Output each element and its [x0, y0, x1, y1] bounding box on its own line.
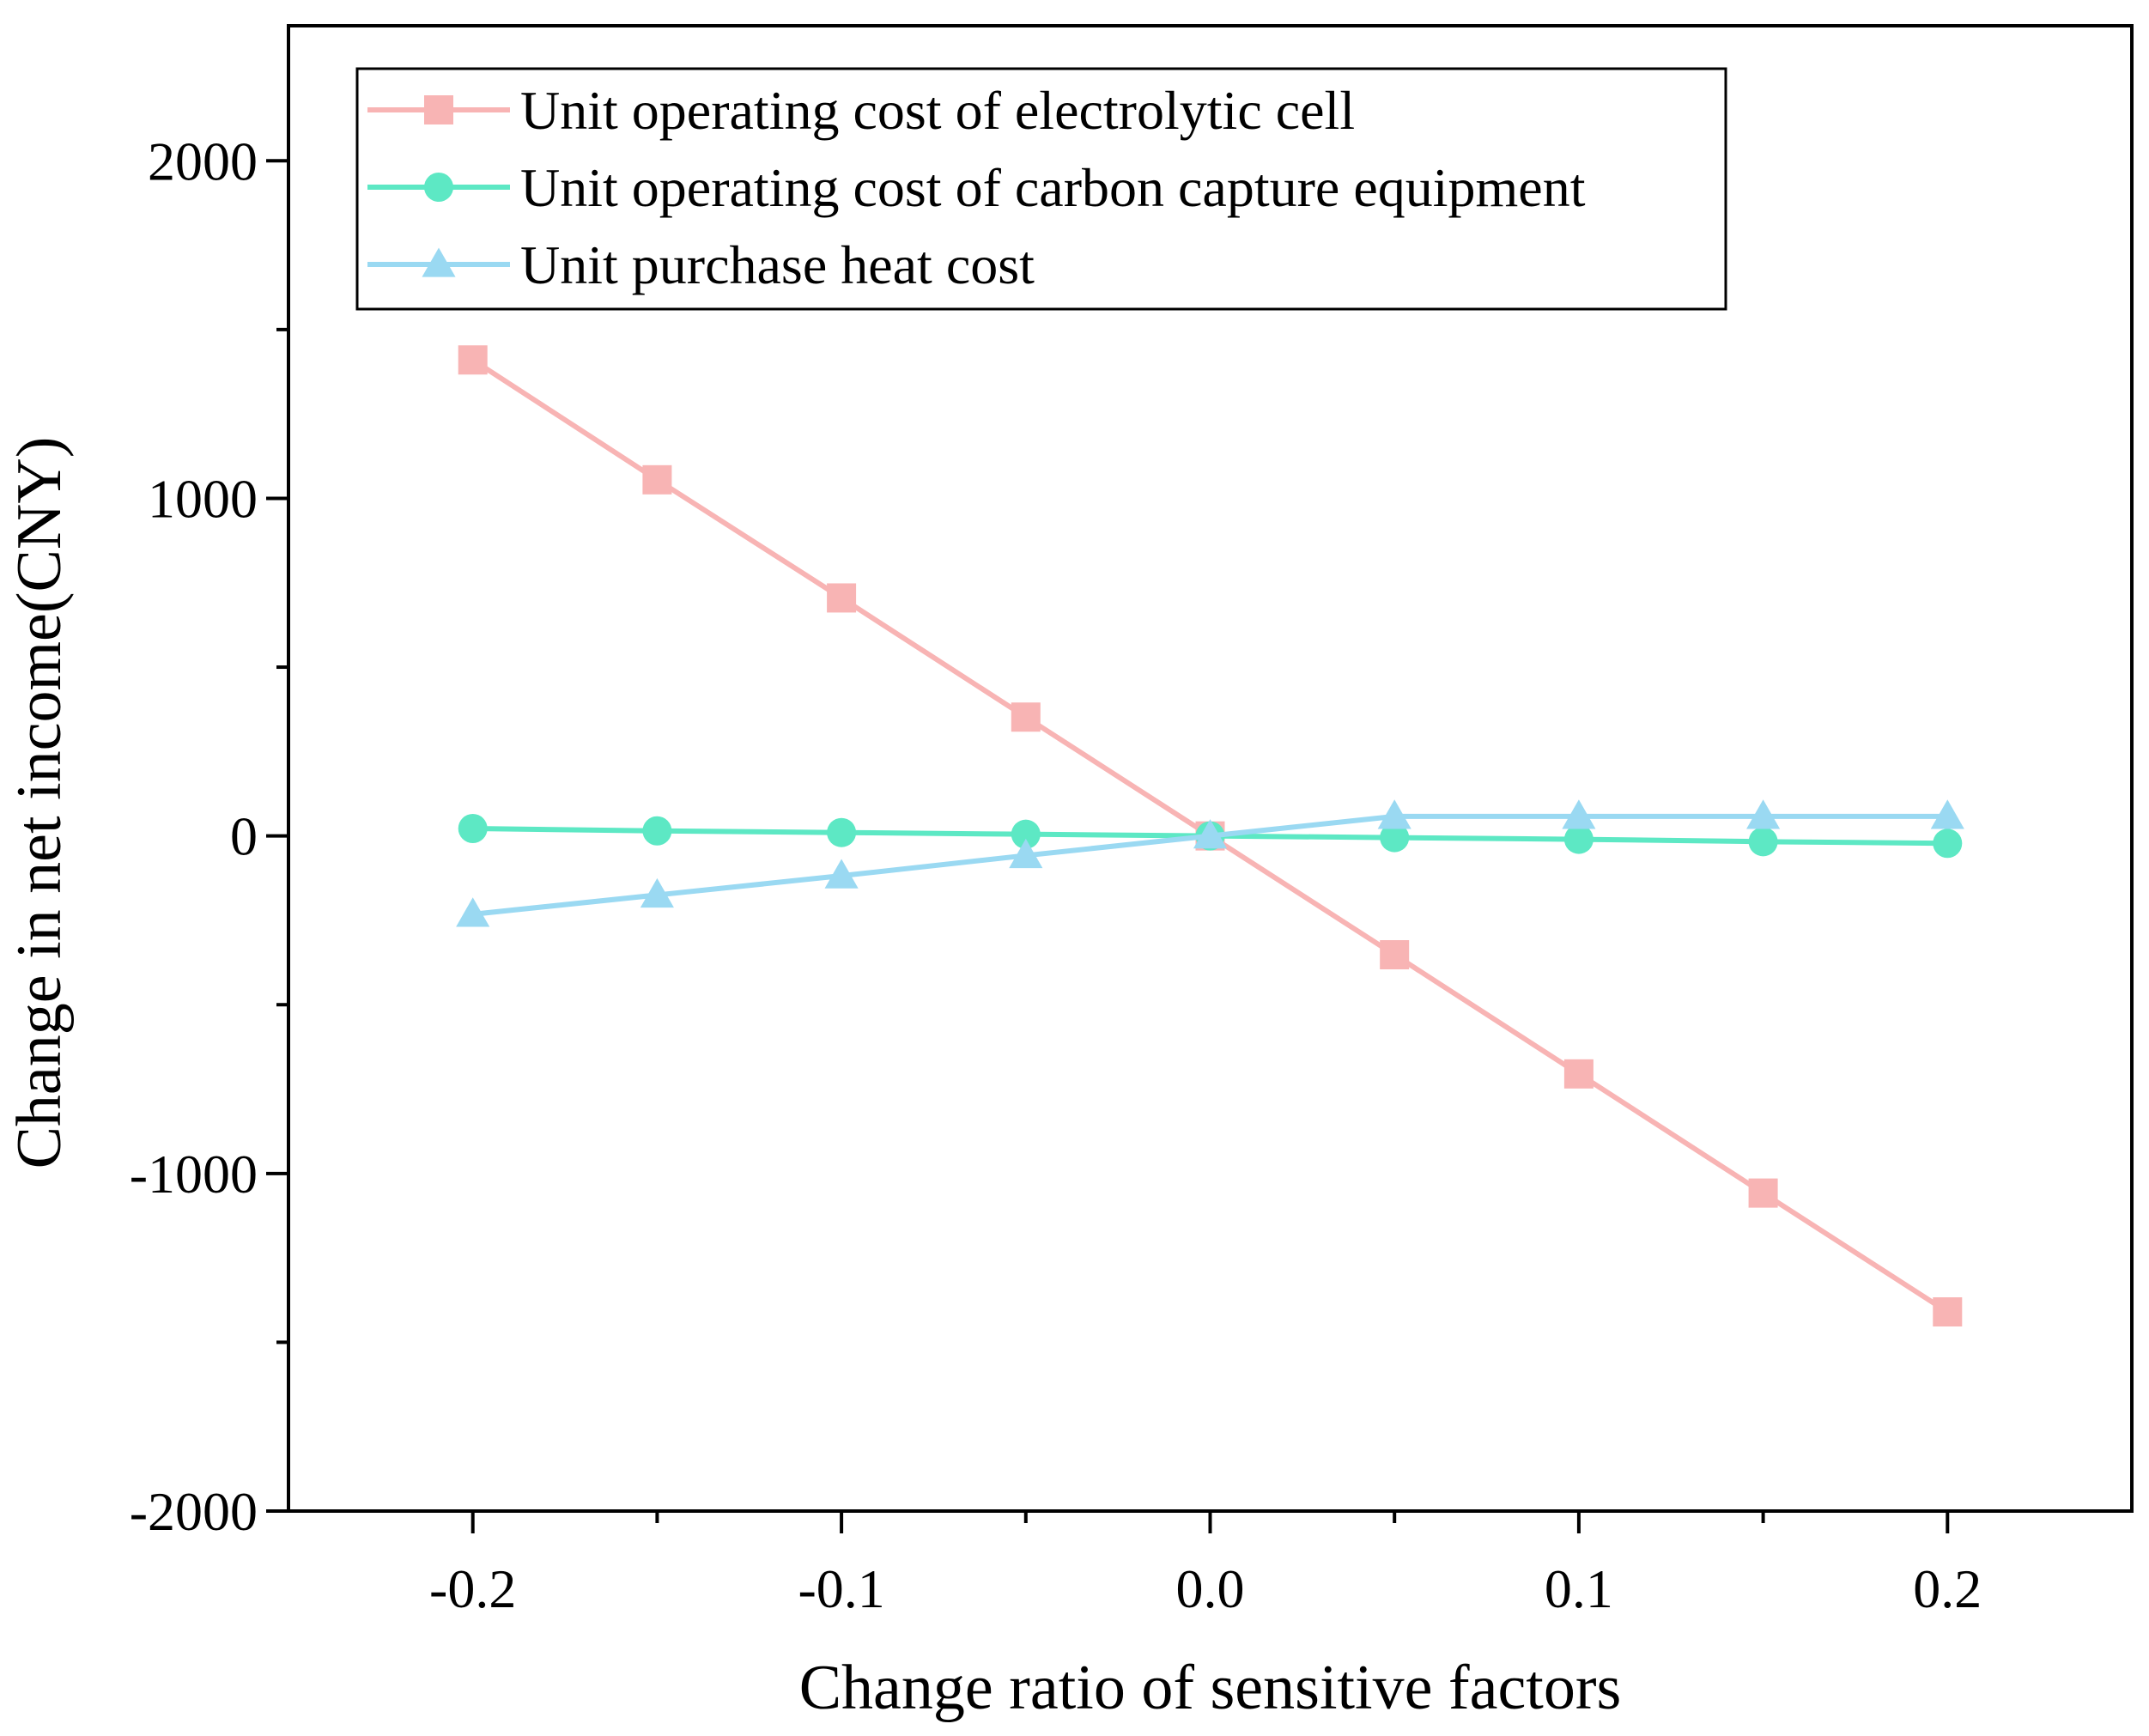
x-tick-label: 0.1 — [1545, 1558, 1613, 1619]
data-point — [1380, 822, 1410, 853]
x-tick-label: 0.0 — [1176, 1558, 1245, 1619]
x-tick-label: -0.2 — [429, 1558, 516, 1619]
data-point — [458, 345, 488, 375]
data-point — [1011, 702, 1041, 732]
data-point — [1011, 819, 1041, 849]
x-axis-label: Change ratio of sensitive factors — [799, 1653, 1622, 1723]
legend-marker — [424, 173, 453, 202]
legend-entry: Unit operating cost of carbon capture eq… — [367, 157, 1586, 218]
data-point — [1563, 1059, 1594, 1089]
legend-marker — [424, 95, 453, 124]
data-point — [642, 464, 672, 495]
data-point — [1377, 799, 1411, 829]
x-tick-label: -0.1 — [798, 1558, 884, 1619]
data-point — [1009, 838, 1043, 869]
y-tick-label: -2000 — [130, 1481, 258, 1542]
data-point — [458, 813, 488, 843]
data-point — [1933, 829, 1963, 859]
y-tick-label: 1000 — [148, 468, 258, 529]
data-point — [1562, 799, 1596, 829]
data-point — [1933, 1297, 1963, 1327]
legend-entry: Unit purchase heat cost — [367, 234, 1035, 295]
data-point — [1380, 940, 1410, 970]
data-point — [1193, 819, 1228, 849]
y-tick-label: -1000 — [130, 1144, 258, 1205]
y-tick-label: 0 — [230, 806, 258, 867]
data-point — [640, 877, 674, 908]
legend-entry: Unit operating cost of electrolytic cell — [367, 80, 1355, 141]
data-point — [1930, 799, 1964, 829]
data-point — [1563, 824, 1594, 854]
data-point — [1748, 1178, 1778, 1208]
legend-box — [355, 67, 1727, 311]
legend-label: Unit operating cost of electrolytic cell — [520, 80, 1355, 141]
legend-label: Unit operating cost of carbon capture eq… — [520, 157, 1586, 218]
data-point — [824, 859, 859, 889]
data-point — [827, 583, 857, 613]
data-point — [1748, 827, 1778, 857]
legend-marker — [422, 247, 456, 277]
y-axis-label: Change in net income(CNY) — [4, 437, 75, 1169]
data-point — [827, 817, 857, 847]
series-2 — [456, 799, 1964, 927]
data-point — [456, 897, 490, 927]
data-point — [642, 816, 672, 846]
ticks-layer: -0.2 -0.1 0.0 0.1 0.2 -2000 -1000 0 1000 2000 — [130, 131, 1982, 1619]
y-tick-label: 2000 — [148, 131, 258, 191]
legend: Unit operating cost of electrolytic cell… — [355, 67, 1727, 311]
x-tick-label: 0.2 — [1913, 1558, 1982, 1619]
series-layer — [456, 345, 1964, 1327]
data-point — [1746, 799, 1781, 829]
legend-label: Unit purchase heat cost — [520, 234, 1035, 295]
